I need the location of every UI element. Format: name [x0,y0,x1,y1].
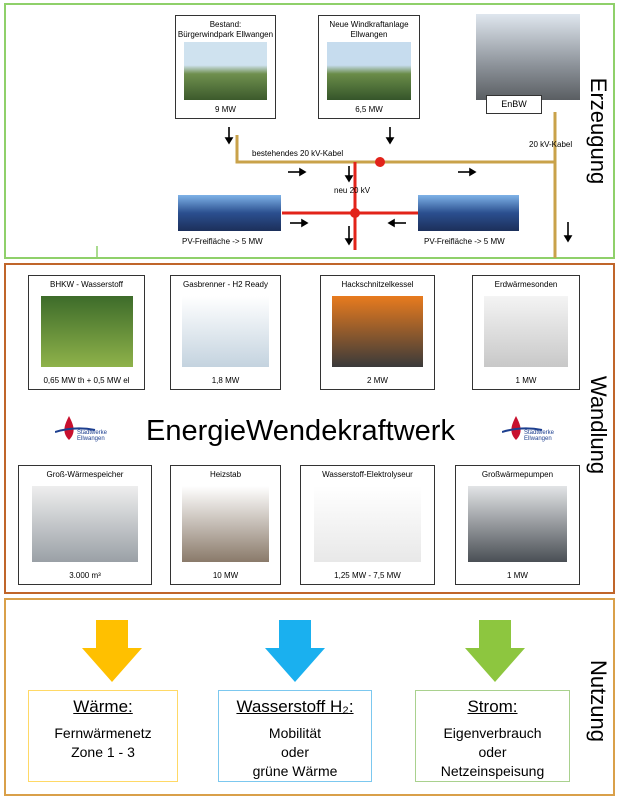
use-line: Mobilität [219,724,371,743]
section-label: Nutzung [585,621,611,781]
unit-name: Hackschnitzelkessel [321,280,434,290]
use-line: Zone 1 - 3 [29,743,177,762]
unit-photo [468,486,566,562]
unit-card: Groß-Wärmespeicher 3.000 m³ [18,465,152,585]
unit-card: Hackschnitzelkessel 2 MW [320,275,435,390]
use-line: Fernwärmenetz [29,724,177,743]
card-title: Bürgerwindpark Ellwangen [178,30,273,39]
pv-label: PV-Freifläche -> 5 MW [424,237,505,246]
unit-name: BHKW - Wasserstoff [29,280,144,290]
pv-photo [418,195,519,231]
unit-photo [314,486,420,562]
unit-card: Wasserstoff-Elektrolyseur 1,25 MW - 7,5 M… [300,465,435,585]
unit-name: Gasbrenner - H2 Ready [171,280,280,290]
unit-card: Großwärmepumpen 1 MW [455,465,580,585]
unit-capacity: 1 MW [473,376,579,385]
use-line: oder [219,743,371,762]
unit-name: Erdwärmesonden [473,280,579,290]
unit-photo [41,296,133,367]
card-title: Bestand: [210,20,242,29]
unit-photo [484,296,569,367]
unit-photo [332,296,422,367]
section-label: Wandlung [585,345,611,505]
pv-label: PV-Freifläche -> 5 MW [182,237,263,246]
capacity: 9 MW [176,105,275,114]
unit-card: BHKW - Wasserstoff 0,65 MW th + 0,5 MW el [28,275,145,390]
unit-capacity: 1,25 MW - 7,5 MW [301,571,434,580]
unit-name: Wasserstoff-Elektrolyseur [301,470,434,480]
cable-label: neu 20 kV [334,186,370,195]
use-heading: Wärme: [29,697,177,716]
unit-photo [182,296,269,367]
unit-capacity: 2 MW [321,376,434,385]
unit-card: Heizstab 10 MW [170,465,281,585]
substation-photo [476,14,580,100]
unit-card: Erdwärmesonden 1 MW [472,275,580,390]
node [350,208,360,218]
unit-photo [32,486,138,562]
card-title: Ellwangen [351,30,388,39]
unit-capacity: 1,8 MW [171,376,280,385]
logo-text: Ellwangen [524,436,552,442]
plant-title: EnergieWendekraftwerk [146,415,455,448]
use-line: grüne Wärme [219,762,371,781]
use-line: Eigenverbrauch [416,724,569,743]
unit-capacity: 3.000 m³ [19,571,151,580]
use-heading: Wasserstoff H₂: [219,697,371,716]
unit-card: Gasbrenner - H2 Ready 1,8 MW [170,275,281,390]
pv-photo [178,195,281,231]
page: { "erzeugung": { "label": "Erzeugung", "… [0,0,619,799]
unit-capacity: 10 MW [171,571,280,580]
unit-name: Heizstab [171,470,280,480]
cable-label: bestehendes 20 kV-Kabel [252,149,343,158]
card-title: Neue Windkraftanlage [329,20,408,29]
unit-capacity: 0,65 MW th + 0,5 MW el [29,376,144,385]
substation-label: EnBW [486,95,542,114]
unit-photo [182,486,269,562]
node [375,157,385,167]
unit-name: Groß-Wärmespeicher [19,470,151,480]
unit-capacity: 1 MW [456,571,579,580]
use-line: oder [416,743,569,762]
source-card: Bestand:Bürgerwindpark Ellwangen 9 MW [175,15,276,119]
cable-label: 20 kV-Kabel [529,140,572,149]
use-line: Netzeinspeisung [416,762,569,781]
use-heading: Strom: [416,697,569,716]
unit-name: Großwärmepumpen [456,470,579,480]
wind-photo [327,42,411,100]
wind-photo [184,42,267,100]
logo-text: Ellwangen [77,436,105,442]
capacity: 6,5 MW [319,105,419,114]
